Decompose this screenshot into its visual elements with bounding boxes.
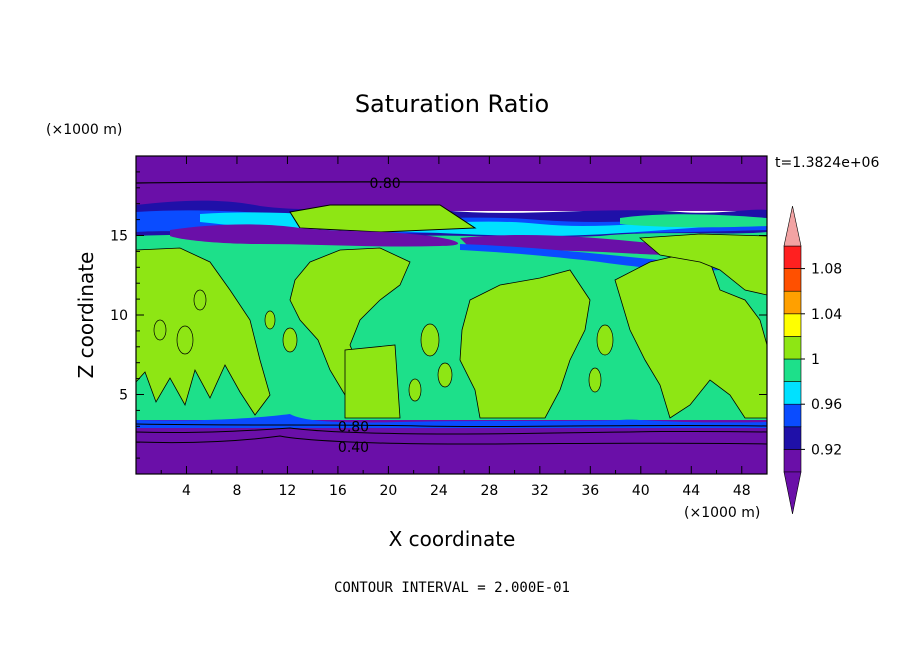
colorbar: 0.92 0.96 1 1.04 1.08 <box>783 205 842 515</box>
y-tick-label: 10 <box>110 308 128 324</box>
chart-title: Saturation Ratio <box>355 90 549 118</box>
colorbar-segment <box>783 426 802 450</box>
colorbar-segment <box>783 449 802 473</box>
x-tick-label: 44 <box>682 483 700 499</box>
colorbar-segment <box>783 245 802 269</box>
x-tick-label: 12 <box>279 483 297 499</box>
y-unit-label: (×1000 m) <box>46 122 122 138</box>
colorbar-under-triangle <box>783 471 802 515</box>
colorbar-segment <box>783 313 802 337</box>
colorbar-tick-label: 0.92 <box>811 442 842 458</box>
colorbar-segment <box>783 381 802 405</box>
colorbar-segment <box>783 403 802 428</box>
x-tick-label: 24 <box>430 483 448 499</box>
colorbar-over-triangle <box>783 205 802 247</box>
x-tick-label: 32 <box>531 483 549 499</box>
x-tick-label: 8 <box>232 483 241 499</box>
x-tick-label: 40 <box>632 483 650 499</box>
colorbar-segment <box>783 268 802 292</box>
contour-label: 0.80 <box>369 176 400 192</box>
colorbar-tick-label: 0.96 <box>811 397 842 413</box>
x-tick-label: 28 <box>480 483 498 499</box>
colorbar-segment <box>783 336 802 360</box>
time-label: t=1.3824e+06 <box>775 155 879 171</box>
y-tick-label: 15 <box>110 229 128 245</box>
colorbar-segment <box>783 358 802 382</box>
saturation-field <box>136 156 767 474</box>
x-tick-label: 20 <box>379 483 397 499</box>
colorbar-tick-label: 1 <box>811 352 820 368</box>
x-tick-label: 36 <box>581 483 599 499</box>
contour-interval-label: CONTOUR INTERVAL = 2.000E-01 <box>334 580 570 596</box>
x-axis-ticks: 4 8 12 16 20 24 28 32 36 40 44 48 <box>160 156 751 499</box>
y-axis-label: Z coordinate <box>74 252 98 379</box>
x-unit-label: (×1000 m) <box>684 505 760 521</box>
contour-label: 0.80 <box>338 419 369 435</box>
contour-labels: 0.80 0.80 0.40 <box>338 176 401 456</box>
y-axis-ticks: 5 10 15 <box>110 171 767 459</box>
colorbar-segment <box>783 290 802 315</box>
x-tick-label: 48 <box>733 483 751 499</box>
contour-label: 0.40 <box>338 440 369 456</box>
x-tick-label: 16 <box>329 483 347 499</box>
colorbar-tick-label: 1.04 <box>811 307 842 323</box>
x-axis-label: X coordinate <box>389 527 516 551</box>
y-tick-label: 5 <box>119 388 128 404</box>
colorbar-tick-label: 1.08 <box>811 262 842 278</box>
x-tick-label: 4 <box>182 483 191 499</box>
